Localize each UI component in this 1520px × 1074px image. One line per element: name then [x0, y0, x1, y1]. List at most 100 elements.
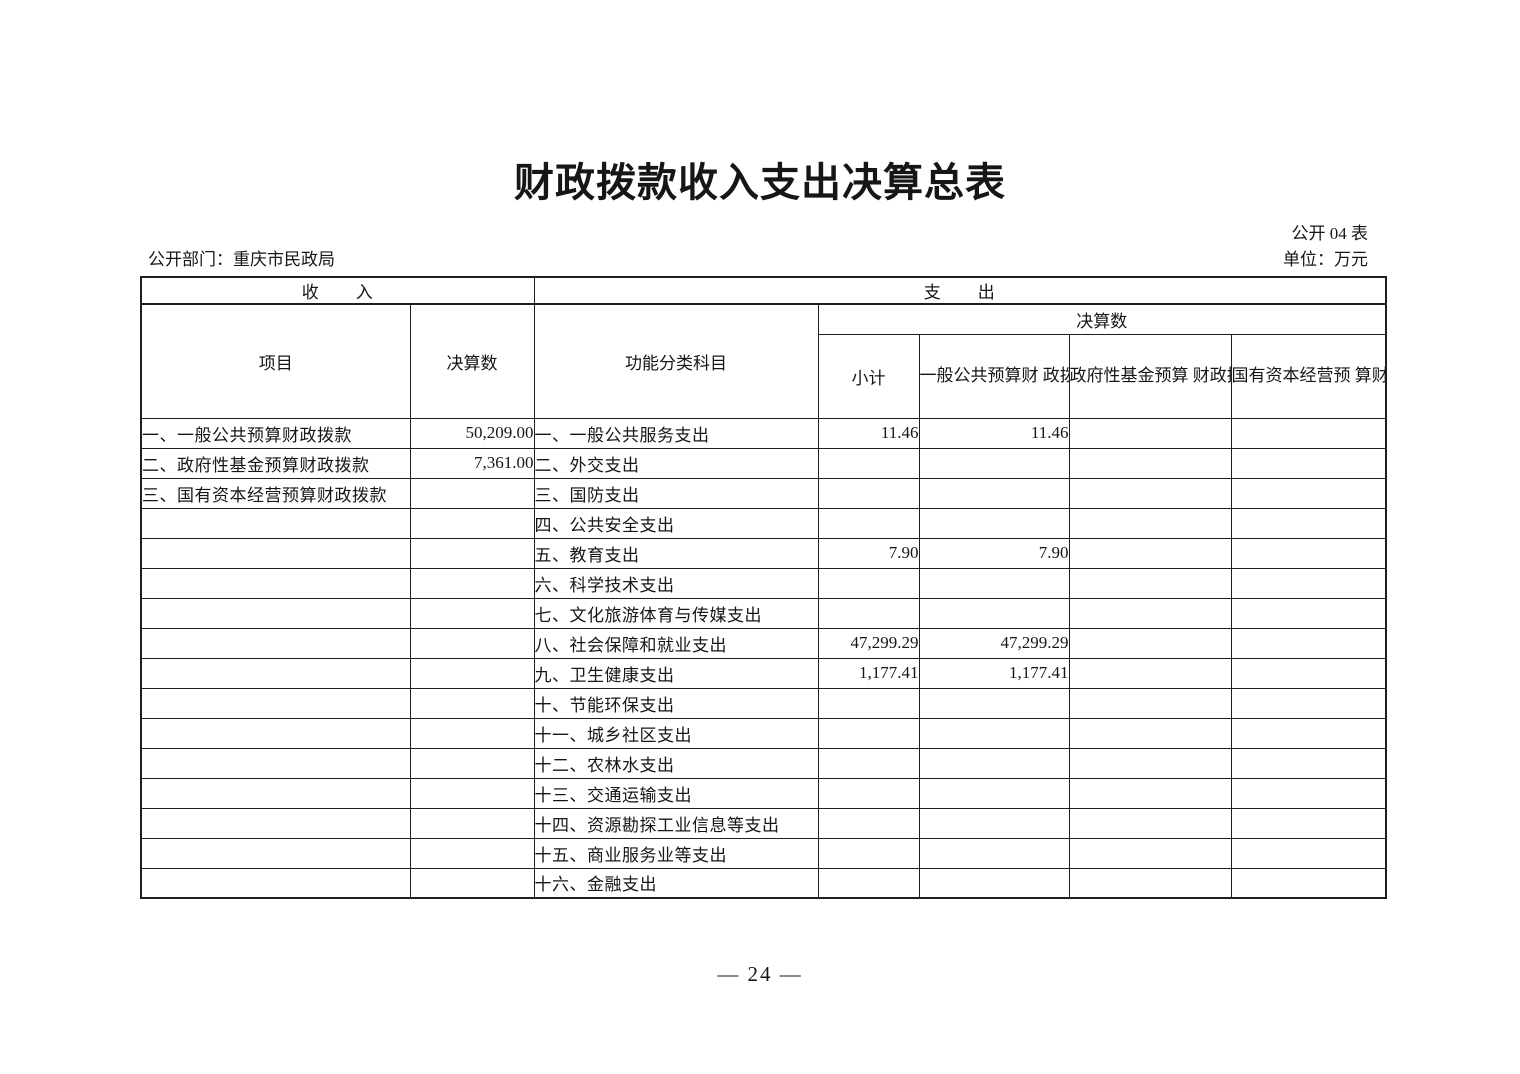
table-row: 七、文化旅游体育与传媒支出 — [140, 597, 1387, 629]
col-header-state-capital: 国有资本经营预 算财政拨款 — [1230, 333, 1387, 419]
table-row: 十四、资源勘探工业信息等支出 — [140, 807, 1387, 839]
state-capital-cell — [1230, 567, 1387, 599]
gov-fund-cell — [1068, 717, 1232, 749]
general-budget-cell — [918, 687, 1070, 719]
income-item-cell — [140, 567, 411, 599]
expense-item-cell: 三、国防支出 — [533, 477, 819, 509]
income-amount-cell: 50,209.00 — [409, 417, 535, 449]
table-row: 十二、农林水支出 — [140, 747, 1387, 779]
expense-item-cell: 十二、农林水支出 — [533, 747, 819, 779]
expense-item-cell: 四、公共安全支出 — [533, 507, 819, 539]
expense-item-cell: 二、外交支出 — [533, 447, 819, 479]
department-label: 公开部门：重庆市民政局 — [148, 250, 335, 269]
state-capital-cell — [1230, 717, 1387, 749]
income-amount-cell — [409, 777, 535, 809]
income-amount-cell — [409, 507, 535, 539]
subtotal-cell — [817, 867, 920, 899]
income-item-cell — [140, 537, 411, 569]
page-number: — 24 — — [717, 962, 803, 986]
table-row: 十一、城乡社区支出 — [140, 717, 1387, 749]
state-capital-cell — [1230, 777, 1387, 809]
income-amount-cell — [409, 867, 535, 899]
expense-item-cell: 五、教育支出 — [533, 537, 819, 569]
subtotal-cell — [817, 507, 920, 539]
state-capital-cell — [1230, 477, 1387, 509]
table-row: 五、教育支出 7.90 7.90 — [140, 537, 1387, 569]
expense-item-cell: 十五、商业服务业等支出 — [533, 837, 819, 869]
expense-item-cell: 十、节能环保支出 — [533, 687, 819, 719]
income-amount-cell — [409, 537, 535, 569]
income-item-cell — [140, 627, 411, 659]
table-row: 四、公共安全支出 — [140, 507, 1387, 539]
subtotal-cell — [817, 837, 920, 869]
unit-label: 单位：万元 — [1283, 250, 1368, 269]
table-row: 十五、商业服务业等支出 — [140, 837, 1387, 869]
income-amount-cell — [409, 567, 535, 599]
subtotal-cell: 47,299.29 — [817, 627, 920, 659]
expense-item-cell: 一、一般公共服务支出 — [533, 417, 819, 449]
gov-fund-cell — [1068, 747, 1232, 779]
state-capital-cell — [1230, 867, 1387, 899]
state-capital-cell — [1230, 417, 1387, 449]
income-amount-cell — [409, 477, 535, 509]
income-item-cell — [140, 717, 411, 749]
table-row: 六、科学技术支出 — [140, 567, 1387, 599]
subtotal-cell — [817, 687, 920, 719]
gov-fund-cell — [1068, 597, 1232, 629]
col-header-gov-fund: 政府性基金预算 财政拨款 — [1068, 333, 1232, 419]
state-capital-cell — [1230, 657, 1387, 689]
section-header-row: 收 入 支 出 — [140, 276, 1387, 305]
gov-fund-cell — [1068, 657, 1232, 689]
expense-item-cell: 十四、资源勘探工业信息等支出 — [533, 807, 819, 839]
meta-row: 公开部门：重庆市民政局 单位：万元 — [148, 245, 1368, 270]
subtotal-cell: 1,177.41 — [817, 657, 920, 689]
table-row: 三、国有资本经营预算财政拨款 三、国防支出 — [140, 477, 1387, 509]
state-capital-cell — [1230, 537, 1387, 569]
subtotal-cell: 7.90 — [817, 537, 920, 569]
general-budget-cell — [918, 867, 1070, 899]
income-item-cell — [140, 687, 411, 719]
column-header-row-top: 项目 决算数 功能分类科目 决算数 — [140, 303, 1387, 419]
state-capital-cell — [1230, 447, 1387, 479]
subtotal-cell — [817, 717, 920, 749]
expense-item-cell: 六、科学技术支出 — [533, 567, 819, 599]
table-row: 十三、交通运输支出 — [140, 777, 1387, 809]
general-budget-cell — [918, 597, 1070, 629]
general-budget-cell — [918, 777, 1070, 809]
column-header-row-sub: 小计 一般公共预算财 政拨款 政府性基金预算 财政拨款 国有资本经营预 算财政拨… — [141, 333, 1387, 419]
subtotal-cell — [817, 447, 920, 479]
table-row: 十、节能环保支出 — [140, 687, 1387, 719]
general-budget-cell: 11.46 — [918, 417, 1070, 449]
gov-fund-cell — [1068, 477, 1232, 509]
table-row: 一、一般公共预算财政拨款 50,209.00 一、一般公共服务支出 11.46 … — [140, 417, 1387, 449]
general-budget-cell — [918, 837, 1070, 869]
subtotal-cell — [817, 477, 920, 509]
gov-fund-cell — [1068, 417, 1232, 449]
expense-section-header: 支 出 — [533, 276, 1387, 305]
gov-fund-cell — [1068, 687, 1232, 719]
gov-fund-cell — [1068, 777, 1232, 809]
subtotal-cell: 11.46 — [817, 417, 920, 449]
state-capital-cell — [1230, 507, 1387, 539]
income-item-cell — [140, 597, 411, 629]
income-amount-cell — [409, 747, 535, 779]
income-amount-cell — [409, 687, 535, 719]
subtotal-cell — [817, 807, 920, 839]
general-budget-cell: 1,177.41 — [918, 657, 1070, 689]
income-item-cell — [140, 867, 411, 899]
state-capital-cell — [1230, 747, 1387, 779]
expense-item-cell: 七、文化旅游体育与传媒支出 — [533, 597, 819, 629]
expense-item-cell: 十六、金融支出 — [533, 867, 819, 899]
income-section-header: 收 入 — [140, 276, 535, 305]
expense-item-cell: 十一、城乡社区支出 — [533, 717, 819, 749]
table-row: 十六、金融支出 — [140, 867, 1387, 899]
col-header-expense-subject: 功能分类科目 — [533, 303, 819, 419]
gov-fund-cell — [1068, 867, 1232, 899]
subtotal-cell — [817, 777, 920, 809]
income-item-cell — [140, 747, 411, 779]
gov-fund-cell — [1068, 507, 1232, 539]
state-capital-cell — [1230, 687, 1387, 719]
income-amount-cell — [409, 717, 535, 749]
table-row: 九、卫生健康支出 1,177.41 1,177.41 — [140, 657, 1387, 689]
gov-fund-cell — [1068, 567, 1232, 599]
